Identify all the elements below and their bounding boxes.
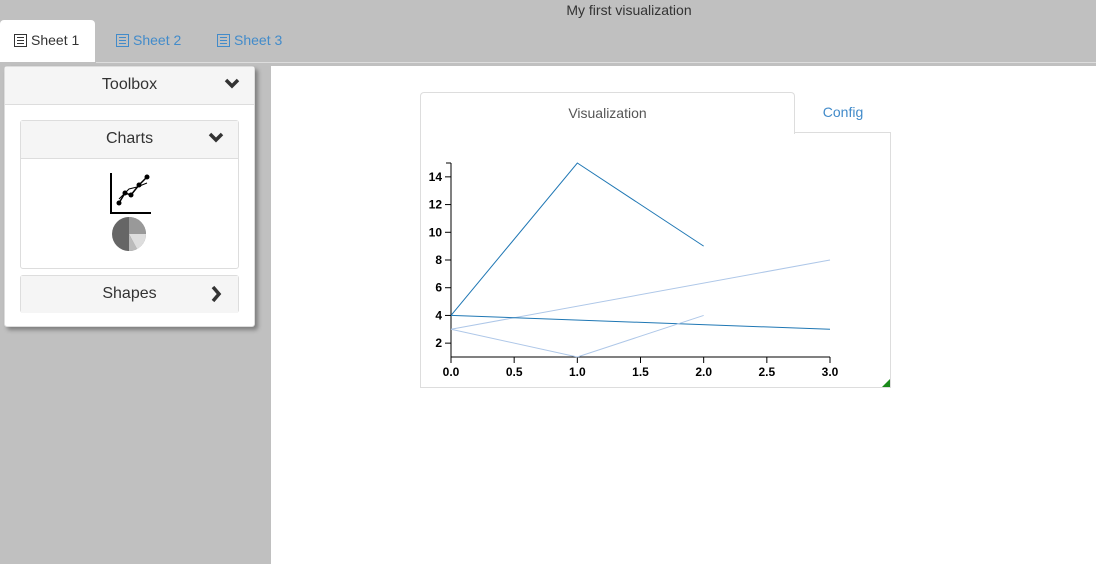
charts-panel-header[interactable]: Charts (21, 121, 238, 158)
series-line-4 (450, 314, 704, 358)
chevron-down-icon[interactable] (224, 67, 240, 117)
tab-sheet-1[interactable]: Sheet 1 (0, 20, 96, 62)
chevron-right-icon[interactable] (208, 276, 224, 326)
charts-panel: Charts (20, 120, 239, 269)
sheet-icon (217, 22, 230, 62)
x-tick-label: 0.0 (443, 365, 460, 379)
tab-sheet-1-label: Sheet 1 (31, 32, 80, 48)
shapes-panel: Shapes (20, 275, 239, 313)
sheet-icon (14, 22, 27, 62)
shapes-panel-title: Shapes (102, 285, 157, 302)
pie-chart-icon[interactable] (111, 216, 149, 254)
tab-sheet-3-label: Sheet 3 (234, 32, 283, 48)
series-line-1 (450, 162, 704, 316)
viz-tab-divider (795, 132, 891, 133)
x-tick-label: 1.0 (569, 365, 586, 379)
y-tick-label: 8 (435, 253, 442, 267)
sheet-icon (116, 22, 129, 62)
series-line-3 (450, 314, 831, 330)
x-tick-label: 2.0 (695, 365, 712, 379)
tab-visualization[interactable]: Visualization (420, 92, 795, 134)
charts-panel-body (21, 158, 238, 269)
visualization-widget: Visualization Config 0.0 0.5 1.0 1.5 2.0 2.5 3… (420, 92, 892, 388)
y-tick-label: 10 (429, 225, 443, 239)
series-line-2 (450, 259, 831, 330)
workspace: Visualization Config 0.0 0.5 1.0 1.5 2.0 2.5 3… (271, 66, 1096, 564)
y-tick-label: 6 (435, 281, 442, 295)
app-title: My first visualization (566, 2, 692, 18)
y-tick-label: 14 (429, 170, 443, 184)
tab-divider (96, 62, 1096, 63)
x-tick-label: 2.5 (758, 365, 775, 379)
x-tick-label: 0.5 (506, 365, 523, 379)
chevron-down-icon[interactable] (208, 121, 224, 171)
charts-panel-title: Charts (105, 130, 154, 147)
resize-handle[interactable] (882, 379, 890, 387)
shapes-panel-header[interactable]: Shapes (21, 276, 238, 313)
line-chart-icon[interactable] (109, 173, 151, 215)
x-tick-label: 1.5 (632, 365, 649, 379)
y-tick-label: 2 (435, 336, 442, 350)
tab-sheet-2-label: Sheet 2 (133, 32, 182, 48)
toolbox-title: Toolbox (101, 76, 158, 93)
toolbox-panel: Toolbox Charts (4, 66, 255, 327)
tab-sheet-2[interactable]: Sheet 2 (116, 20, 181, 62)
line-chart: 0.0 0.5 1.0 1.5 2.0 2.5 3.0 2 4 6 8 10 12 14 (429, 162, 839, 379)
x-tick-label: 3.0 (822, 365, 839, 379)
chart-area: 0.0 0.5 1.0 1.5 2.0 2.5 3.0 2 4 6 8 10 12 14 (420, 133, 891, 388)
tab-config[interactable]: Config (822, 104, 864, 120)
y-tick-label: 12 (429, 198, 443, 212)
toolbox-header[interactable]: Toolbox (5, 67, 254, 105)
y-tick-label: 4 (435, 308, 442, 322)
tab-sheet-3[interactable]: Sheet 3 (217, 20, 282, 62)
